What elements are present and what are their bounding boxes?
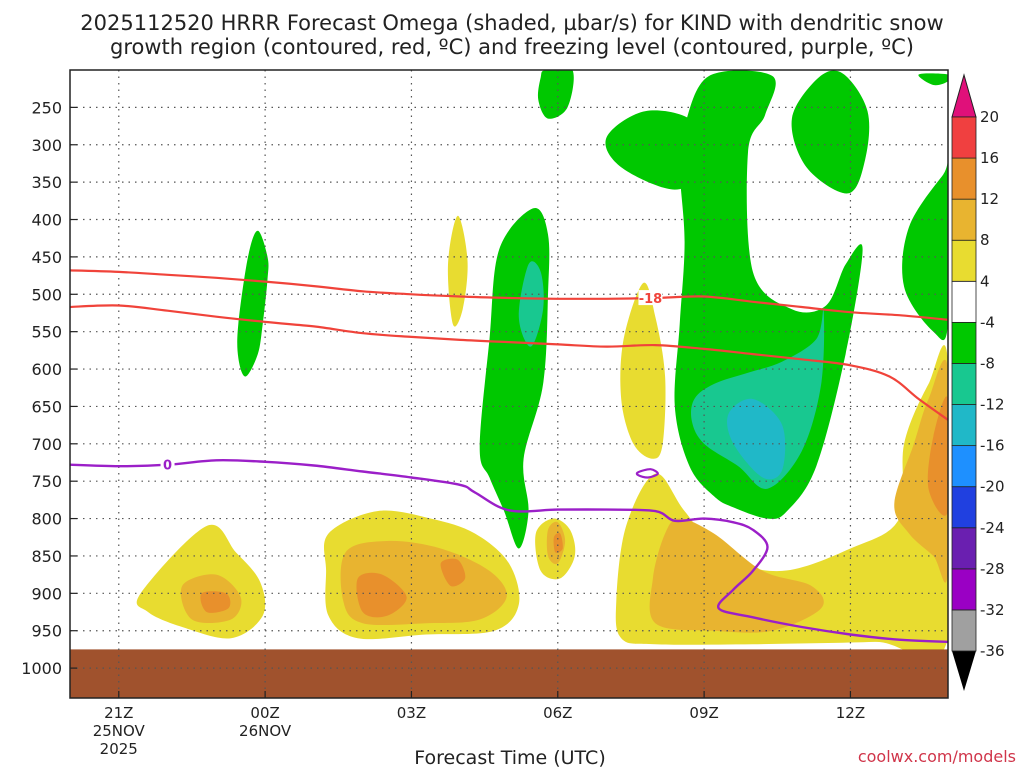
- colorbar-swatch--8: [951, 321, 977, 364]
- colorbar-min-arrow: [952, 651, 976, 691]
- y-tick-label-850: 850: [31, 547, 62, 566]
- colorbar-legend: -36 -32 -28 -24 -20 -16 -12 -8 -4 4 8 12 16 20: [951, 73, 1005, 691]
- omega-region-teal-inner: [727, 398, 786, 480]
- y-tick-label-550: 550: [31, 323, 62, 342]
- omega-region-green-top-mid: [537, 70, 574, 119]
- y-tick-label-400: 400: [31, 211, 62, 230]
- freezing-level-0c: [70, 458, 948, 644]
- omega-region-orange-850-left: [200, 591, 231, 613]
- contour-lines: -18 0: [70, 269, 948, 644]
- y-tick-label-650: 650: [31, 397, 62, 416]
- colorbar-max-arrow: [951, 73, 977, 118]
- omega-region-green-right-edge: [902, 161, 948, 341]
- y-tick-label-900: 900: [31, 584, 62, 603]
- colorbar-swatch-12: [951, 157, 977, 200]
- dgz-contour-label: -18: [639, 292, 663, 307]
- omega-region-green-plume-left: [237, 230, 269, 377]
- y-tick-label-700: 700: [31, 435, 62, 454]
- freezing-level-label: 0: [163, 459, 172, 474]
- colorbar-swatch--24: [951, 486, 977, 529]
- omega-region-orange-850-b: [440, 558, 466, 587]
- dgz-contour-dgz-minus18: [70, 269, 948, 321]
- y-tick-label-950: 950: [31, 622, 62, 641]
- colorbar-tick-20: 20: [980, 108, 999, 126]
- colorbar-swatch--28: [951, 527, 977, 570]
- freezing-label-bg: [160, 456, 175, 472]
- y-tick-label-350: 350: [31, 173, 62, 192]
- grid-lines: [70, 70, 948, 698]
- colorbar-tick-16: 16: [980, 149, 999, 167]
- omega-region-teal-09z: [691, 307, 825, 489]
- colorbar-tick--8: -8: [980, 354, 995, 372]
- x-tick-label-00Z: 00Z: [250, 704, 279, 722]
- colorbar-tick-8: 8: [980, 231, 990, 249]
- x-tick-label-09Z: 09Z: [689, 704, 718, 722]
- x-tick-label-03Z: 03Z: [397, 704, 426, 722]
- colorbar-swatch--12: [951, 363, 977, 405]
- colorbar-swatch--20: [951, 445, 977, 488]
- y-tick-label-500: 500: [31, 285, 62, 304]
- omega-region-yellow-tall-07z: [620, 282, 666, 459]
- colorbar-tick--32: -32: [980, 601, 1005, 619]
- y-tick-label-450: 450: [31, 248, 62, 267]
- colorbar-swatch--4: [951, 280, 977, 323]
- colorbar-tick-4: 4: [980, 272, 990, 290]
- y-tick-label-600: 600: [31, 360, 62, 379]
- omega-region-green-upper-right: [791, 70, 870, 194]
- colorbar-swatch--36: [951, 609, 977, 652]
- omega-region-gold-right-edge: [894, 359, 948, 583]
- omega-region-gold-bottom-right: [649, 518, 824, 633]
- omega-region-orange-06z: [553, 532, 563, 553]
- colorbar-tick-12: 12: [980, 190, 999, 208]
- x-tick-year-21Z: 2025: [100, 740, 138, 758]
- chart-title-line-2: growth region (contoured, red, ºC) and f…: [110, 35, 914, 59]
- omega-region-teal-column: [518, 261, 544, 347]
- y-tick-label-250: 250: [31, 98, 62, 117]
- x-tick-date-21Z: 25NOV: [93, 722, 146, 740]
- colorbar-tick--36: -36: [980, 642, 1005, 660]
- x-tick-date-00Z: 26NOV: [239, 722, 292, 740]
- ground-surface: [70, 649, 948, 698]
- omega-region-orange-right: [927, 396, 948, 516]
- y-tick-label-1000: 1000: [21, 659, 62, 678]
- colorbar-tick--12: -12: [980, 396, 1005, 414]
- y-tick-label-300: 300: [31, 136, 62, 155]
- omega-region-green-arm-left: [605, 110, 706, 190]
- colorbar-swatch-4: [951, 239, 977, 282]
- credit-text: coolwx.com/models: [858, 747, 1016, 766]
- colorbar-tick--4: -4: [980, 313, 995, 331]
- x-tick-label-21Z: 21Z: [104, 704, 133, 722]
- x-axis-label: Forecast Time (UTC): [414, 747, 605, 768]
- colorbar-swatch--32: [951, 568, 977, 611]
- chart-title-line-1: 2025112520 HRRR Forecast Omega (shaded, …: [80, 11, 943, 35]
- omega-region-yellow-sliver-04z: [447, 215, 468, 327]
- dgz-label-bg: [638, 290, 663, 306]
- dgz-contour-dgz-minus12: [70, 304, 948, 421]
- x-tick-label-12Z: 12Z: [836, 704, 865, 722]
- omega-region-orange-850-mid: [356, 572, 407, 618]
- colorbar-tick--20: -20: [980, 478, 1005, 496]
- y-tick-label-800: 800: [31, 510, 62, 529]
- x-tick-label-06Z: 06Z: [543, 704, 572, 722]
- plot-frame: [69, 69, 949, 699]
- freezing-level-loop: [635, 468, 659, 479]
- omega-region-green-corner: [918, 73, 948, 86]
- colorbar-tick--28: -28: [980, 560, 1005, 578]
- colorbar-tick--16: -16: [980, 437, 1005, 455]
- y-tick-label-750: 750: [31, 472, 62, 491]
- colorbar-swatch--16: [951, 404, 977, 447]
- y-axis-pressure: 250 300 350 400 450 500 550 600 650 700 750 800 850 9…: [21, 98, 77, 678]
- colorbar-swatch-16: [951, 116, 977, 159]
- omega-shading: [136, 70, 948, 660]
- colorbar-tick--24: -24: [980, 519, 1005, 537]
- colorbar-swatch-8: [951, 198, 977, 241]
